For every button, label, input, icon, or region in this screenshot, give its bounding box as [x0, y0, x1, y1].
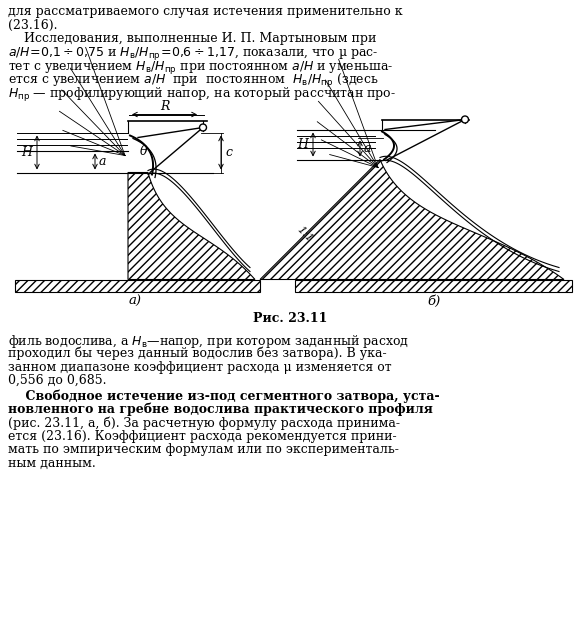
Text: $a/H\!=\!0{,}1\div0{,}75$ и $H_{\rm в}/H_{\rm пр}\!=\!0{,}6\div1{,}17$, показали: $a/H\!=\!0{,}1\div0{,}75$ и $H_{\rm в}/H… [8, 45, 379, 62]
Circle shape [199, 124, 206, 131]
Text: H: H [21, 146, 32, 159]
Text: новленного на гребне водослива практического профиля: новленного на гребне водослива практичес… [8, 403, 433, 417]
Polygon shape [15, 279, 260, 292]
Text: 0,556 до 0,685.: 0,556 до 0,685. [8, 374, 106, 387]
Polygon shape [295, 279, 572, 292]
Text: Свободное истечение из-под сегментного затвора, уста-: Свободное истечение из-под сегментного з… [8, 389, 440, 403]
Text: ется с увеличением $a/H$  при  постоянном  $H_{\rm в}/H_{\rm пр}$ (здесь: ется с увеличением $a/H$ при постоянном … [8, 73, 379, 90]
Polygon shape [260, 159, 564, 279]
Text: ется (23.16). Коэффициент расхода рекомендуется прини-: ется (23.16). Коэффициент расхода рекоме… [8, 430, 397, 443]
Text: ным данным.: ным данным. [8, 457, 96, 470]
Text: проходил бы через данный водослив без затвора). В ука-: проходил бы через данный водослив без за… [8, 347, 386, 361]
Text: H: H [297, 138, 308, 151]
Text: а): а) [128, 294, 142, 307]
Text: θ: θ [140, 145, 148, 158]
Circle shape [461, 116, 468, 123]
Text: Рис. 23.11: Рис. 23.11 [253, 312, 327, 325]
Text: б): б) [427, 294, 440, 307]
Text: (23.16).: (23.16). [8, 19, 58, 32]
Text: 1:1: 1:1 [295, 225, 315, 244]
Polygon shape [128, 172, 255, 279]
Text: Исследования, выполненные И. П. Мартыновым при: Исследования, выполненные И. П. Мартынов… [8, 32, 376, 45]
Text: R: R [160, 100, 169, 113]
Text: $H_{\rm пр}$ — профилирующий напор, на который рассчитан про-: $H_{\rm пр}$ — профилирующий напор, на к… [8, 86, 396, 104]
Text: занном диапазоне коэффициент расхода μ изменяется от: занном диапазоне коэффициент расхода μ и… [8, 361, 392, 373]
Text: для рассматриваемого случая истечения применительно к: для рассматриваемого случая истечения пр… [8, 5, 403, 18]
Text: (рис. 23.11, а, б). За расчетную формулу расхода принима-: (рис. 23.11, а, б). За расчетную формулу… [8, 417, 400, 430]
Text: a: a [99, 155, 106, 168]
Text: c: c [225, 146, 232, 159]
Text: мать по эмпирическим формулам или по эксперименталь-: мать по эмпирическим формулам или по экс… [8, 443, 399, 457]
Text: a: a [364, 142, 371, 155]
Text: тет с увеличением $H_{\rm в}/H_{\rm пр}$ при постоянном $a/H$ и уменьша-: тет с увеличением $H_{\rm в}/H_{\rm пр}$… [8, 59, 393, 76]
Text: филь водослива, а $H_{\rm в}$—напор, при котором заданный расход: филь водослива, а $H_{\rm в}$—напор, при… [8, 333, 409, 351]
